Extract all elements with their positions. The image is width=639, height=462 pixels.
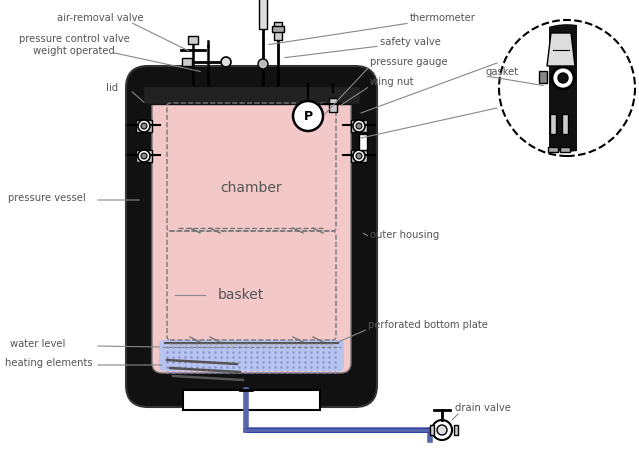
Circle shape [221,57,231,67]
Circle shape [499,20,635,156]
Circle shape [141,123,147,129]
Circle shape [353,120,365,132]
Text: pressure vessel: pressure vessel [8,193,86,203]
Text: pressure control valve
weight operated: pressure control valve weight operated [19,34,129,56]
Circle shape [552,67,574,89]
Bar [359,134,367,150]
Bar [562,114,568,134]
Bar [274,22,282,40]
Text: safety valve: safety valve [380,37,441,47]
Text: outer housing: outer housing [370,230,439,240]
FancyBboxPatch shape [159,340,344,371]
Circle shape [141,153,147,159]
Bar [548,147,558,152]
Circle shape [437,425,447,435]
Circle shape [258,59,268,69]
Text: water level: water level [10,339,65,349]
Bar [454,425,458,435]
Bar [143,86,360,104]
Circle shape [353,150,365,162]
Bar [539,71,547,83]
Bar [183,390,320,410]
Bar [182,58,192,66]
Bar [550,114,556,134]
Bar [351,150,367,162]
FancyBboxPatch shape [126,66,377,407]
Text: chamber: chamber [220,181,282,195]
Bar [272,26,284,32]
FancyBboxPatch shape [152,92,351,373]
Text: perforated bottom plate: perforated bottom plate [368,320,488,330]
Text: pressure gauge: pressure gauge [370,57,448,67]
Bar [560,147,570,152]
Bar [188,36,198,44]
Text: heating elements: heating elements [5,358,93,368]
Bar [259,0,267,29]
Circle shape [138,120,150,132]
Bar [329,98,337,112]
Text: thermometer: thermometer [410,13,476,23]
Circle shape [356,153,362,159]
Polygon shape [547,33,575,66]
Circle shape [356,123,362,129]
Text: air-removal valve: air-removal valve [57,13,143,23]
Bar [430,425,434,435]
Circle shape [432,420,452,440]
Bar [136,120,152,132]
Circle shape [558,73,568,83]
Bar [136,150,152,162]
Text: gasket: gasket [486,67,519,77]
Circle shape [138,150,150,162]
Text: drain valve: drain valve [455,403,511,413]
Circle shape [293,101,323,131]
Text: wing nut: wing nut [370,77,413,87]
Bar [351,120,367,132]
Text: lid: lid [106,83,118,93]
Text: P: P [304,109,312,122]
Text: basket: basket [218,288,264,302]
Bar [549,18,577,154]
